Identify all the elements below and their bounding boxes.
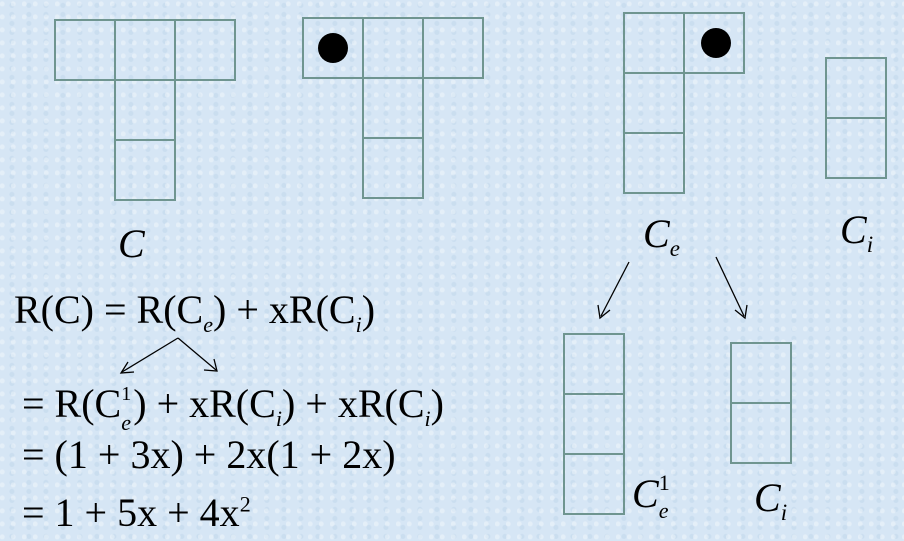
label-ci2-sub: i	[781, 500, 787, 525]
label-ci-base: C	[840, 207, 867, 252]
board-ci-cell	[826, 58, 886, 118]
eq2-part-b: ) + xR(C	[133, 381, 276, 426]
board-ce1-cell	[564, 334, 624, 394]
board-c-cell	[115, 20, 175, 80]
arrow-eq-left	[121, 338, 178, 373]
board-c-cell	[115, 80, 175, 140]
arrow-ce-to-ce1	[598, 262, 629, 318]
board-c-cell	[175, 20, 235, 80]
board-ce-cell	[624, 133, 684, 193]
eq2-part-d: )	[431, 381, 444, 426]
board-c-cell	[115, 140, 175, 200]
board-ce-cell	[624, 13, 684, 73]
equation-line-2: = R(C 1 e) + xR(Ci) + xR(Ci)	[22, 384, 444, 430]
label-ce1-base: C	[632, 471, 659, 516]
board-marked-cell	[363, 138, 423, 198]
board-ce1-cell	[564, 454, 624, 514]
eq1-part-c: )	[362, 287, 375, 332]
eq1-part-b: ) + xR(C	[213, 287, 356, 332]
eq1-sub-a: e	[203, 312, 213, 337]
board-ce1	[564, 334, 624, 514]
eq2-sup-a: 1	[121, 384, 131, 404]
eq2-part-c: ) + xR(C	[282, 381, 425, 426]
label-ce: Ce	[643, 214, 680, 260]
arrow-eq-right	[178, 338, 217, 371]
equation-line-1: R(C) = R(Ce) + xR(Ci)	[14, 290, 375, 336]
label-ci-2: Ci	[754, 478, 787, 524]
eq2-sub-a: e	[121, 412, 131, 434]
board-ci2-cell	[731, 343, 791, 403]
label-ce-sub: e	[670, 236, 680, 261]
board-ce-cell	[624, 73, 684, 133]
marker-dot	[701, 28, 731, 58]
arrow-ce-to-ci	[716, 257, 747, 318]
label-ce-base: C	[643, 211, 670, 256]
label-ci: Ci	[840, 210, 873, 256]
board-c-cell	[55, 20, 115, 80]
label-c-text: C	[118, 221, 145, 266]
board-marked-cell	[363, 18, 423, 78]
board-ce1-cell	[564, 394, 624, 454]
equation-line-4: = 1 + 5x + 4x2	[22, 493, 251, 533]
marker-dot	[318, 33, 348, 63]
board-ci-cell	[826, 118, 886, 178]
equation-line-3: = (1 + 3x) + 2x(1 + 2x)	[22, 435, 396, 475]
board-ci-2	[731, 343, 791, 463]
eq4-sup-a: 2	[240, 492, 251, 517]
board-marked-cell	[423, 18, 483, 78]
eq1-part-a: R(C) = R(C	[14, 287, 203, 332]
label-ci2-base: C	[754, 475, 781, 520]
eq3-text: = (1 + 3x) + 2x(1 + 2x)	[22, 432, 396, 477]
label-ci-sub: i	[867, 232, 873, 257]
board-ce	[624, 13, 744, 193]
board-marked-cell	[363, 78, 423, 138]
board-ci	[826, 58, 886, 178]
board-c	[55, 20, 235, 200]
label-c: C	[118, 224, 145, 264]
label-ce1-sup: 1	[659, 472, 670, 494]
label-ce1-sub: e	[659, 500, 669, 522]
eq4-part-a: = 1 + 5x + 4x	[22, 490, 240, 535]
board-ci2-cell	[731, 403, 791, 463]
board-c-marked	[303, 18, 483, 198]
eq2-part-a: = R(C	[22, 381, 121, 426]
